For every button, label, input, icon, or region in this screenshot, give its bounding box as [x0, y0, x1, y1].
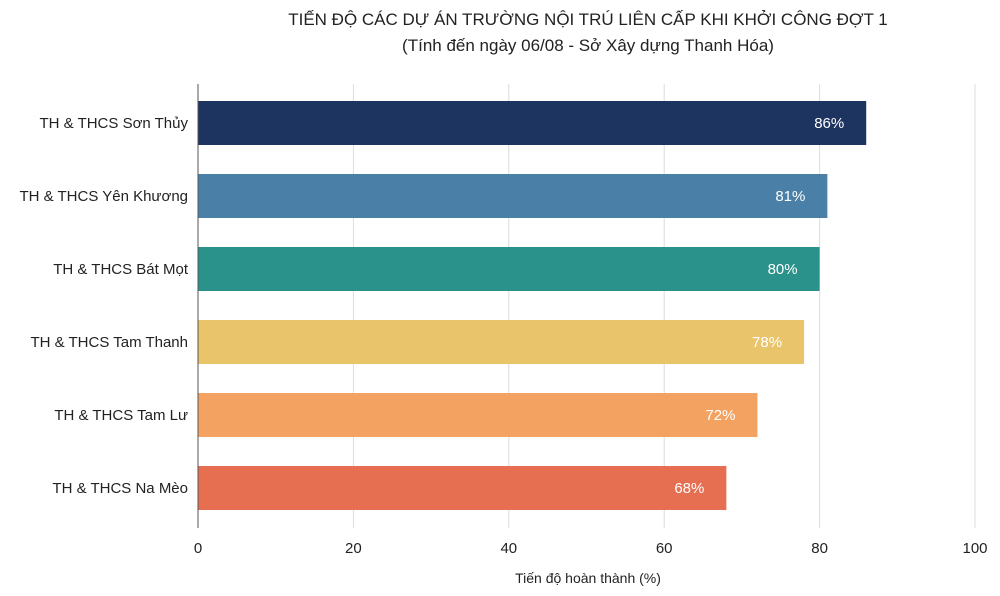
- x-tick-label: 60: [656, 540, 673, 557]
- x-axis-title: Tiến độ hoàn thành (%): [515, 570, 661, 586]
- bars: 86% 81% 80% 78% 72% 68%: [198, 101, 867, 510]
- bar: [198, 393, 758, 437]
- bar: [198, 466, 727, 510]
- category-label: TH & THCS Tam Lư: [54, 407, 188, 424]
- category-label: TH & THCS Sơn Thủy: [40, 115, 189, 132]
- bar: [198, 247, 820, 291]
- bar-value-label: 80%: [768, 261, 798, 278]
- bar-value-label: 81%: [775, 188, 805, 205]
- bar-value-label: 72%: [705, 407, 735, 424]
- bar: [198, 320, 805, 364]
- category-labels: TH & THCS Sơn Thủy TH & THCS Yên Khương TH…: [19, 115, 188, 497]
- category-label: TH & THCS Na Mèo: [52, 480, 188, 497]
- x-tick-label: 100: [962, 540, 987, 557]
- category-label: TH & THCS Bát Mọt: [53, 261, 189, 278]
- bar-value-label: 68%: [674, 480, 704, 497]
- x-tick-label: 0: [194, 540, 202, 557]
- bar: [198, 174, 828, 218]
- bar-value-label: 86%: [814, 115, 844, 132]
- bar-value-label: 78%: [752, 334, 782, 351]
- x-tick-labels: 0 20 40 60 80 100: [194, 540, 988, 557]
- category-label: TH & THCS Tam Thanh: [30, 334, 188, 351]
- category-label: TH & THCS Yên Khương: [19, 188, 188, 205]
- chart-subtitle: (Tính đến ngày 06/08 - Sở Xây dựng Thanh…: [402, 36, 774, 55]
- gridlines: [197, 84, 976, 528]
- x-tick-label: 20: [345, 540, 362, 557]
- x-tick-label: 40: [500, 540, 517, 557]
- bar: [198, 101, 867, 145]
- x-tick-label: 80: [811, 540, 828, 557]
- chart-title: TIẾN ĐỘ CÁC DỰ ÁN TRƯỜNG NỘI TRÚ LIÊN CẤ…: [288, 10, 888, 29]
